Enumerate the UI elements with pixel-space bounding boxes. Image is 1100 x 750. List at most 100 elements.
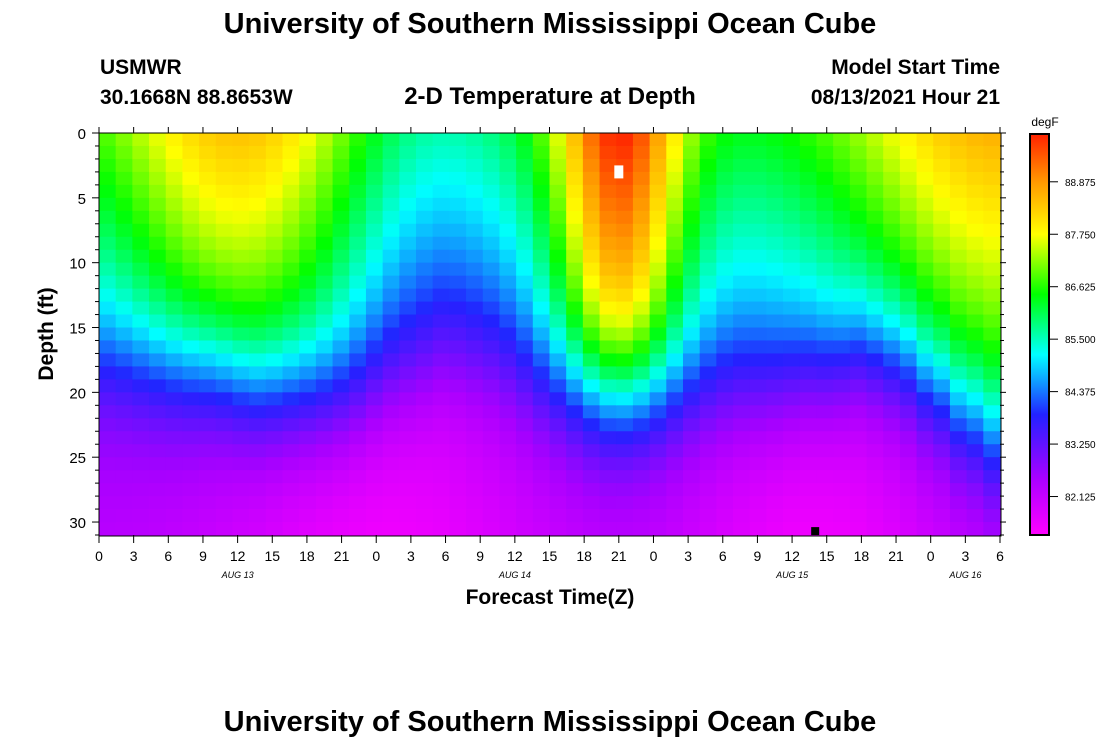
- heatmap-cell: [265, 431, 284, 445]
- heatmap-cell: [149, 210, 167, 225]
- heatmap-cell: [282, 366, 300, 380]
- heatmap-cell: [466, 262, 484, 277]
- heatmap-cell: [516, 522, 534, 536]
- heatmap-cell: [716, 275, 734, 290]
- heatmap-cell: [833, 496, 851, 510]
- heatmap-cell: [883, 522, 901, 536]
- heatmap-cell: [182, 133, 200, 147]
- y-tick-label: 10: [69, 256, 86, 273]
- heatmap-cell: [933, 457, 951, 471]
- heatmap-cell: [966, 418, 984, 432]
- heatmap-cell: [299, 197, 317, 212]
- heatmap-cell: [115, 418, 133, 432]
- heatmap-cell: [516, 509, 534, 523]
- heatmap-cell: [799, 236, 818, 251]
- heatmap-cell: [332, 236, 350, 251]
- heatmap-cell: [666, 366, 684, 380]
- heatmap-cell: [215, 457, 234, 471]
- heatmap-cell: [966, 470, 984, 484]
- heatmap-cell: [282, 171, 300, 186]
- heatmap-cell: [616, 379, 634, 393]
- heatmap-cell: [115, 275, 133, 290]
- heatmap-cell: [566, 288, 584, 303]
- heatmap-cell: [132, 158, 150, 173]
- heatmap-cell: [382, 158, 400, 173]
- heatmap-cell: [282, 223, 300, 238]
- heatmap-cell: [649, 418, 667, 432]
- heatmap-cell: [165, 236, 184, 251]
- heatmap-cell: [566, 327, 584, 342]
- heatmap-cell: [232, 366, 250, 380]
- heatmap-cell: [649, 197, 667, 212]
- heatmap-cell: [199, 249, 217, 264]
- heatmap-cell: [916, 431, 934, 445]
- heatmap-cell: [232, 210, 250, 225]
- heatmap-cell: [315, 184, 334, 199]
- heatmap-cell: [566, 457, 584, 471]
- heatmap-cell: [282, 275, 300, 290]
- heatmap-cell: [949, 418, 968, 432]
- heatmap-cell: [165, 431, 184, 445]
- heatmap-cell: [182, 288, 200, 303]
- heatmap-cell: [682, 522, 701, 536]
- heatmap-cell: [182, 483, 200, 497]
- heatmap-cell: [516, 353, 534, 368]
- heatmap-cell: [516, 392, 534, 406]
- heatmap-cell: [416, 210, 434, 225]
- heatmap-cell: [149, 496, 167, 510]
- heatmap-cell: [966, 483, 984, 497]
- heatmap-cell: [783, 366, 801, 380]
- heatmap-cell: [649, 522, 667, 536]
- heatmap-cell: [833, 470, 851, 484]
- heatmap-cell: [299, 444, 317, 458]
- heatmap-cell: [532, 444, 551, 458]
- colorbar-tick-label: 85.500: [1065, 335, 1096, 346]
- heatmap-cell: [199, 197, 217, 212]
- heatmap-cell: [532, 470, 551, 484]
- heatmap-cell: [833, 379, 851, 393]
- y-tick-label: 5: [78, 191, 86, 208]
- heatmap-cell: [249, 379, 267, 393]
- heatmap-cell: [883, 392, 901, 406]
- heatmap-cell: [733, 197, 751, 212]
- heatmap-cell: [199, 392, 217, 406]
- heatmap-cell: [733, 133, 751, 147]
- heatmap-cell: [449, 210, 467, 225]
- heatmap-cell: [682, 418, 701, 432]
- heatmap-cell: [482, 353, 501, 368]
- heatmap-cell: [99, 366, 117, 380]
- heatmap-cell: [516, 223, 534, 238]
- heatmap-cell: [983, 275, 1001, 290]
- heatmap-cell: [582, 483, 601, 497]
- heatmap-cell: [165, 496, 184, 510]
- heatmap-cell: [349, 184, 367, 199]
- heatmap-cell: [733, 509, 751, 523]
- heatmap-cell: [149, 457, 167, 471]
- heatmap-cell: [949, 145, 968, 160]
- heatmap-cell: [582, 288, 601, 303]
- heatmap-cell: [666, 197, 684, 212]
- heatmap-cell: [532, 522, 551, 536]
- x-tick-label: 0: [95, 548, 103, 564]
- heatmap-cell: [783, 431, 801, 445]
- heatmap-cell: [232, 444, 250, 458]
- heatmap-cell: [265, 262, 284, 277]
- heatmap-cell: [332, 301, 350, 316]
- heatmap-cell: [182, 158, 200, 173]
- heatmap-cell: [382, 288, 400, 303]
- heatmap-cell: [582, 457, 601, 471]
- heatmap-cell: [682, 379, 701, 393]
- heatmap-cell: [399, 392, 417, 406]
- heatmap-cell: [315, 145, 334, 160]
- heatmap-cell: [232, 262, 250, 277]
- heatmap-cell: [315, 353, 334, 368]
- heatmap-cell: [382, 470, 400, 484]
- heatmap-cell: [99, 379, 117, 393]
- heatmap-cell: [215, 522, 234, 536]
- heatmap-cell: [949, 262, 968, 277]
- heatmap-cell: [449, 444, 467, 458]
- heatmap-cell: [949, 314, 968, 329]
- heatmap-cell: [866, 236, 884, 251]
- heatmap-cell: [616, 470, 634, 484]
- heatmap-cell: [466, 522, 484, 536]
